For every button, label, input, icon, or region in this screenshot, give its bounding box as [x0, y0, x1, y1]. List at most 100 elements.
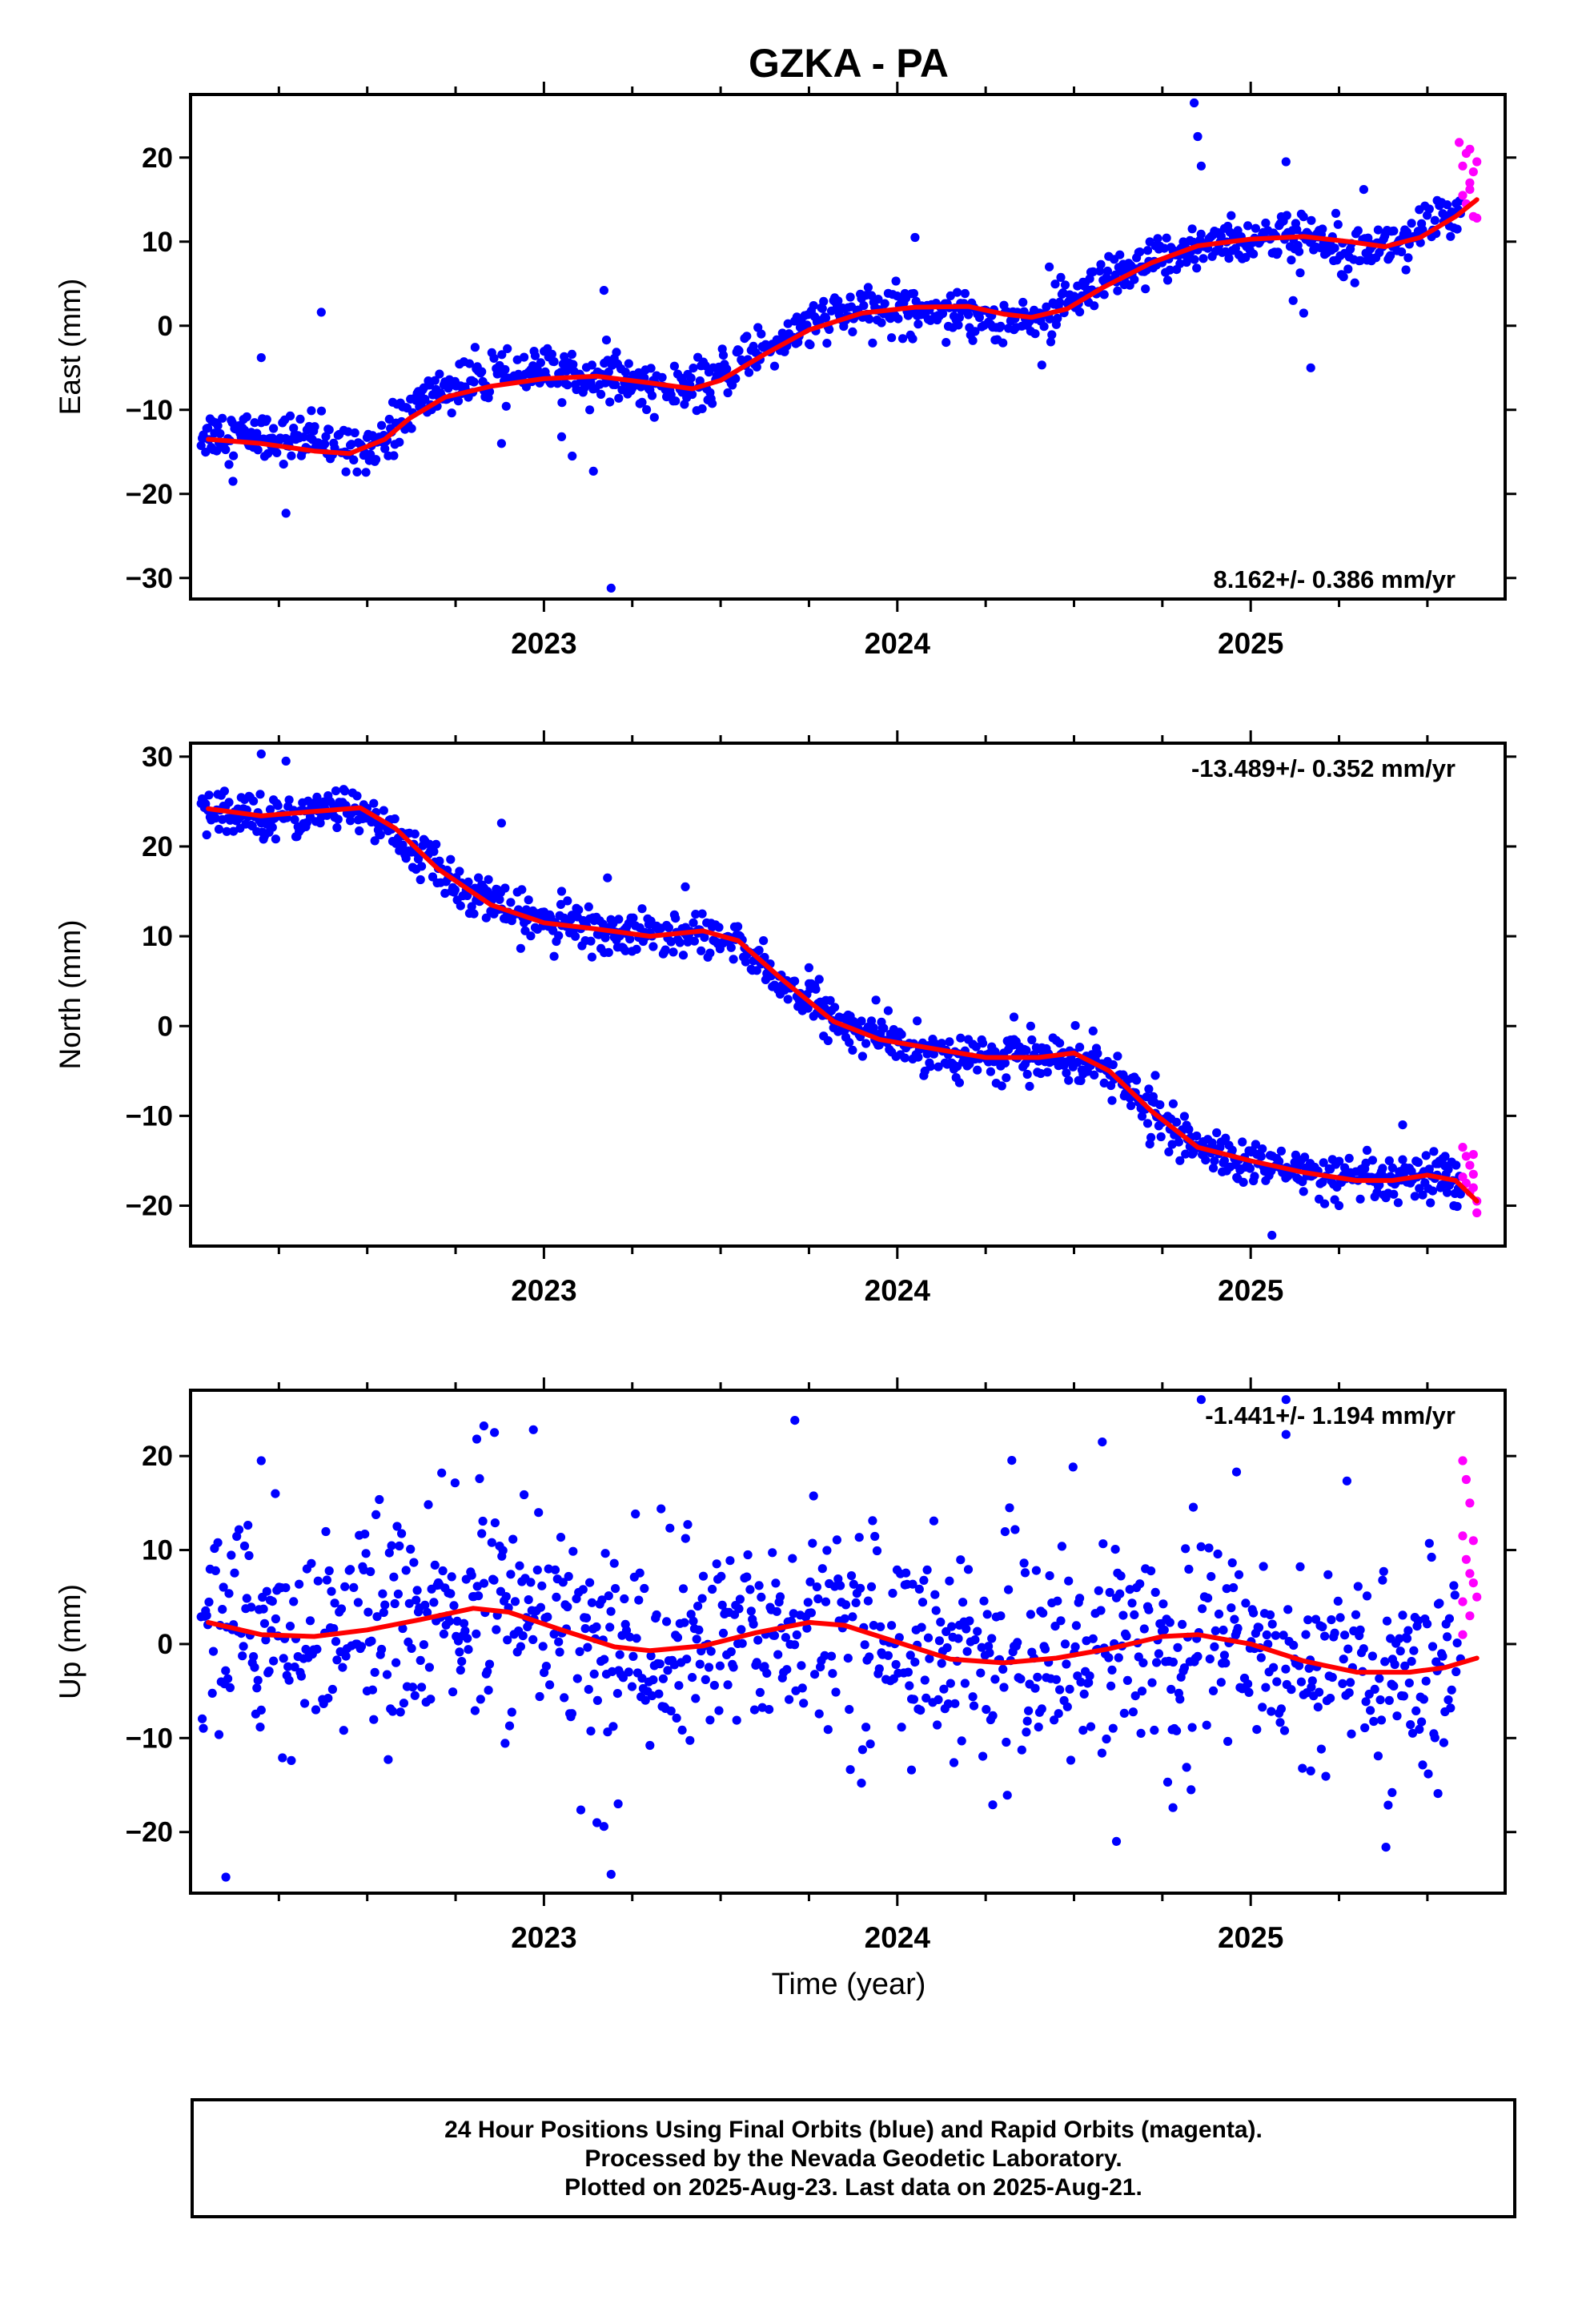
final-point: [1211, 1626, 1220, 1635]
final-point: [389, 1572, 399, 1582]
final-point: [803, 1003, 813, 1013]
final-point: [218, 1605, 227, 1614]
final-point: [1099, 1078, 1109, 1088]
final-point: [487, 1538, 496, 1547]
final-point: [420, 394, 430, 404]
final-point: [678, 1584, 689, 1594]
final-point: [1165, 265, 1174, 275]
final-point: [489, 1575, 499, 1585]
final-point: [1036, 1068, 1046, 1079]
final-point: [1407, 1657, 1416, 1667]
final-point: [285, 411, 295, 421]
final-point: [1213, 1549, 1223, 1559]
final-point: [1292, 225, 1302, 235]
final-point: [675, 938, 685, 947]
final-point: [741, 957, 751, 967]
final-point: [311, 1705, 321, 1715]
final-point: [1300, 1152, 1310, 1162]
final-point: [1355, 1625, 1365, 1634]
final-point: [1443, 1188, 1452, 1197]
final-point: [380, 1600, 390, 1610]
final-point: [469, 909, 479, 919]
final-point: [632, 1634, 641, 1643]
final-point: [1251, 223, 1260, 233]
final-point: [359, 1565, 368, 1574]
final-point: [1223, 1736, 1233, 1747]
final-point: [371, 1510, 381, 1519]
final-point: [479, 1421, 489, 1431]
final-point: [999, 1683, 1009, 1692]
final-point: [556, 899, 566, 909]
final-point: [830, 1003, 840, 1012]
final-point: [1114, 1653, 1123, 1663]
final-point: [921, 1693, 931, 1703]
final-point: [467, 902, 476, 911]
final-point: [313, 1576, 323, 1586]
y-axis-label: Up (mm): [54, 1584, 86, 1699]
final-point: [1316, 1744, 1326, 1754]
rapid-point: [1461, 1152, 1471, 1161]
final-point: [320, 439, 330, 449]
final-point: [986, 1067, 995, 1076]
final-point: [412, 1586, 422, 1595]
final-point: [416, 1655, 425, 1665]
final-point: [448, 1687, 458, 1697]
final-point: [1443, 1695, 1453, 1705]
final-point: [1182, 1763, 1191, 1772]
final-point: [379, 1607, 388, 1618]
final-point: [1380, 1657, 1390, 1667]
final-point: [218, 413, 227, 423]
final-point: [817, 304, 827, 313]
final-point: [1060, 280, 1070, 290]
final-point: [942, 1642, 952, 1653]
y-tick-label: 0: [158, 1011, 173, 1042]
final-point: [588, 466, 598, 476]
final-point: [946, 291, 955, 300]
final-point: [1130, 1691, 1140, 1701]
final-point: [1135, 247, 1145, 257]
final-point: [1084, 1678, 1094, 1687]
final-point: [1439, 1738, 1448, 1747]
final-point: [649, 412, 659, 422]
final-point: [1150, 1587, 1160, 1597]
final-point: [440, 888, 450, 899]
y-tick-label: 10: [142, 1535, 173, 1566]
final-point: [1231, 1467, 1242, 1477]
final-point: [604, 367, 613, 377]
rate-annotation: -13.489+/- 0.352 mm/yr: [1191, 754, 1456, 782]
final-point: [1279, 1630, 1288, 1640]
final-point: [1181, 1544, 1191, 1554]
final-point: [1219, 1651, 1229, 1660]
final-point: [848, 327, 857, 336]
rapid-point: [1468, 167, 1478, 177]
final-point: [583, 1642, 592, 1652]
rapid-point: [1472, 213, 1482, 223]
final-point: [1288, 296, 1298, 305]
final-point: [576, 1805, 586, 1815]
final-point: [1370, 1684, 1379, 1694]
final-point: [455, 866, 464, 876]
final-point: [550, 1565, 560, 1574]
final-point: [697, 1594, 707, 1603]
final-point: [612, 348, 621, 357]
final-point: [1190, 98, 1199, 108]
final-point: [1350, 278, 1359, 287]
final-point: [1443, 1632, 1452, 1642]
final-point: [694, 1625, 704, 1634]
final-point: [1030, 329, 1040, 339]
final-point: [905, 1681, 914, 1691]
final-point: [963, 310, 974, 320]
final-point: [516, 1642, 526, 1651]
final-point: [390, 1598, 400, 1609]
final-point: [426, 1695, 436, 1704]
footer-line-1: 24 Hour Positions Using Final Orbits (bl…: [444, 2117, 1263, 2143]
final-point: [954, 1078, 964, 1088]
final-point: [211, 1566, 220, 1575]
final-point: [1411, 1706, 1421, 1715]
final-point: [790, 976, 800, 986]
final-point: [1430, 215, 1439, 225]
final-point: [435, 856, 444, 866]
final-point: [367, 1636, 376, 1646]
final-point: [346, 816, 355, 826]
final-point: [1066, 1755, 1076, 1765]
